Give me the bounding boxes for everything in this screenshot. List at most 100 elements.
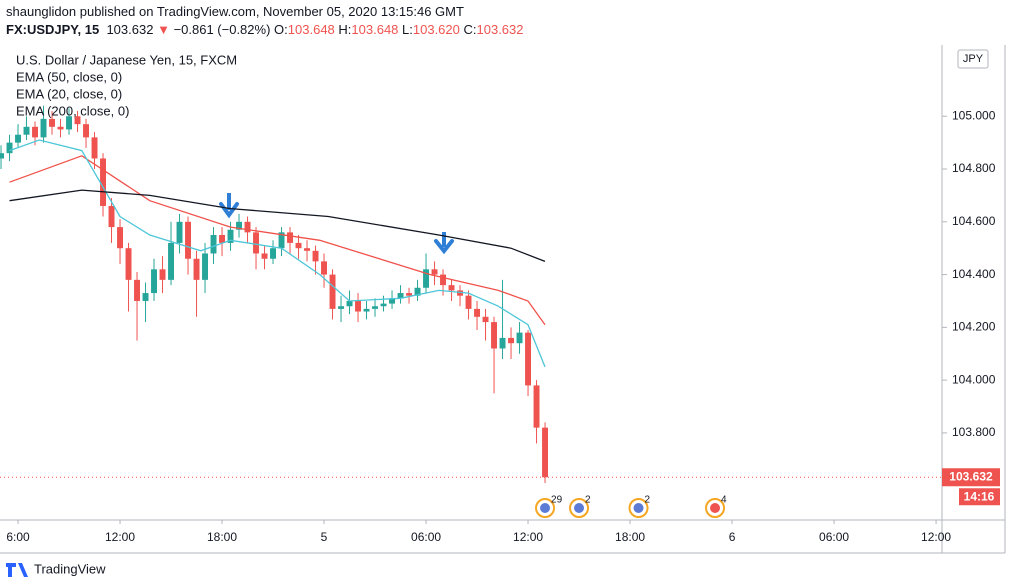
y-tick-label: 104.200: [952, 320, 996, 334]
candle-body: [414, 287, 421, 296]
last-price-box: [942, 468, 1000, 487]
ema-line: [9, 189, 546, 263]
candle-body: [253, 232, 260, 254]
ema-line: [9, 139, 546, 368]
candle-body: [278, 232, 285, 249]
x-tick-label: 06:00: [411, 530, 441, 544]
x-tick-label: 6:00: [6, 530, 30, 544]
ohlc: O:103.648 H:103.648 L:103.620 C:103.632: [274, 22, 523, 37]
candle-body: [151, 269, 157, 294]
countdown-box: [959, 488, 1000, 506]
candle-body: [542, 427, 549, 478]
candle-body: [66, 116, 72, 130]
y-tick-label: 103.800: [952, 425, 996, 439]
event-count: 29: [551, 495, 563, 506]
candle-body: [125, 248, 132, 280]
candle-body: [210, 235, 217, 254]
y-tick-label: 104.400: [952, 267, 996, 281]
candle-body: [338, 306, 345, 309]
ohlc-value: 103.648: [287, 22, 335, 37]
candle-body: [431, 269, 438, 275]
event-icon-inner: [540, 503, 551, 513]
candle-body: [227, 229, 234, 243]
chart-title: U.S. Dollar / Japanese Yen, 15, FXCM: [16, 52, 237, 67]
candle-body: [168, 242, 175, 280]
candle-body: [134, 279, 140, 301]
arrow-1: [219, 193, 239, 219]
published-line: shaunglidon published on TradingView.com…: [6, 4, 464, 19]
y-tick-label: 104.800: [952, 161, 996, 175]
candle-body: [346, 300, 353, 307]
x-tick-label: 18:00: [207, 530, 237, 544]
legend-entry: EMA (20, close, 0): [16, 86, 122, 101]
y-tick-label: 104.600: [952, 214, 996, 228]
symbol: FX:USDJPY, 15: [6, 22, 100, 37]
ohlc-label: L:: [402, 22, 413, 37]
footer-logo: TradingView: [6, 561, 106, 577]
change: −0.861 (−0.82%): [173, 22, 271, 37]
candle-body: [83, 124, 89, 138]
candle-body: [15, 134, 21, 143]
arrow-2: [434, 232, 454, 255]
candle-body: [100, 158, 106, 206]
candle-body: [516, 332, 523, 344]
x-tick-label: 06:00: [819, 530, 849, 544]
candle-body: [49, 118, 55, 127]
candle-body: [74, 116, 81, 125]
countdown: 14:16: [964, 489, 995, 503]
candle-body: [372, 306, 379, 309]
y-tick-label: 105.000: [952, 108, 996, 122]
footer: TradingView: [34, 561, 106, 576]
x-tick-label: 12:00: [105, 530, 135, 544]
candle-body: [465, 295, 472, 309]
candle-body: [389, 298, 396, 304]
candle-body: [219, 235, 226, 243]
ema-line: [9, 155, 546, 326]
event-count: 2: [585, 495, 591, 506]
event-icon-inner: [574, 503, 585, 513]
candle-body: [202, 253, 209, 280]
candle-body: [6, 142, 13, 154]
candle-body: [270, 248, 277, 259]
candle-body: [508, 337, 515, 344]
candle-body: [176, 221, 183, 243]
ohlc-label: O:: [274, 22, 288, 37]
candle-body: [193, 258, 200, 280]
candle-body: [236, 221, 243, 230]
event-count: 4: [721, 495, 727, 506]
x-tick-label: 12:00: [921, 530, 951, 544]
currency-box: [957, 49, 989, 69]
candle-body: [304, 248, 311, 251]
candle-body: [397, 293, 404, 299]
y-tick-label: 104.000: [952, 372, 996, 386]
ohlc-label: H:: [338, 22, 352, 37]
candle-body: [321, 261, 328, 275]
candle-body: [474, 308, 481, 317]
last-price-label: 103.632: [949, 469, 993, 483]
ohlc-label: C:: [463, 22, 477, 37]
candle-body: [406, 293, 413, 296]
candle-body: [423, 269, 430, 288]
candle-body: [261, 253, 268, 259]
candle-body: [448, 285, 455, 291]
ohlc-value: 103.620: [412, 22, 460, 37]
candle-body: [32, 126, 38, 138]
candle-body: [117, 227, 123, 249]
change-arrow: ▼: [157, 22, 170, 37]
candle-body: [312, 250, 319, 262]
candle-body: [23, 126, 30, 135]
candle-body: [499, 337, 506, 349]
event-icon-inner: [710, 503, 721, 513]
candle-body: [57, 126, 64, 130]
ohlc-value: 103.632: [476, 22, 524, 37]
candle-body: [363, 308, 370, 312]
legend-entry: EMA (50, close, 0): [16, 69, 122, 84]
x-tick-label: 6: [729, 530, 736, 544]
candle-body: [380, 303, 387, 307]
candle-body: [142, 293, 149, 301]
candle-body: [440, 274, 447, 286]
candle-body: [91, 137, 98, 159]
candle-body: [244, 221, 251, 233]
